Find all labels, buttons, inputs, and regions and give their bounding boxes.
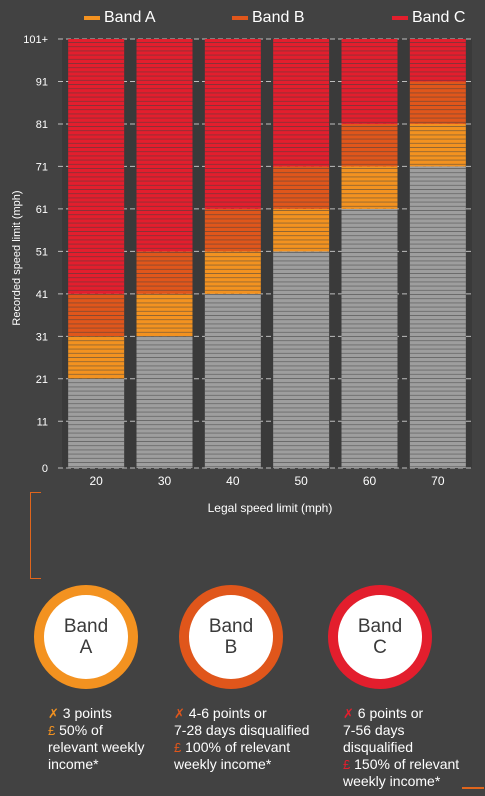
bar-segment [136, 39, 193, 252]
pound-icon: £ [343, 757, 351, 772]
legend-label: Band A [104, 9, 156, 26]
legend-item-band-c: Band C [392, 9, 465, 27]
bar-segment [204, 293, 261, 468]
stacked-bar-chart: 0 11 21 31 41 51 61 71 81 91 101+ 20 30 40 50 60 70 Legal… [11, 34, 472, 515]
pound-icon: £ [174, 740, 182, 755]
bar-segment [273, 39, 330, 167]
y-tick-label: 0 [42, 463, 48, 475]
y-tick-label: 51 [36, 246, 48, 258]
bar-segment [341, 39, 398, 124]
bar-segment [273, 208, 330, 252]
pound-icon: £ [48, 723, 56, 738]
cross-icon: ✗ [174, 706, 185, 721]
bar-segment [68, 39, 125, 294]
band-c-title: Band C [357, 616, 403, 658]
legend-label: Band B [252, 9, 305, 26]
bar-segment [409, 166, 466, 469]
plot-area [62, 39, 472, 468]
bar-segment [136, 336, 193, 468]
band-a-ring: Band A [34, 585, 138, 689]
y-tick-label: 81 [36, 119, 48, 131]
y-tick-label: 11 [37, 416, 48, 428]
bar-segment [204, 208, 261, 252]
x-tick-label: 70 [431, 474, 445, 488]
x-axis-label: Legal speed limit (mph) [208, 501, 333, 515]
band-b-ring: Band B [179, 585, 283, 689]
band-b-title: Band B [208, 616, 254, 658]
y-tick-label: 21 [36, 374, 48, 386]
bar-segment [136, 251, 193, 294]
legend-item-band-a: Band A [84, 9, 156, 27]
band-c-ring: Band C [328, 585, 432, 689]
y-tick-label: 101+ [23, 34, 48, 46]
y-tick-label: 71 [36, 161, 48, 173]
y-tick-label: 91 [36, 76, 48, 88]
y-axis-label: Recorded speed limit (mph) [11, 190, 23, 325]
x-tick-label: 30 [158, 474, 172, 488]
bar-segment [273, 251, 330, 468]
y-tick-label: 31 [36, 331, 48, 343]
bar-segment [68, 378, 125, 468]
legend-item-band-b: Band B [232, 9, 304, 27]
bracket-divider [30, 492, 41, 579]
legend-swatch [392, 16, 408, 20]
band-c-penalty: ✗ 6 points or 7-56 days disqualified £ 1… [343, 705, 460, 789]
bar-segment [204, 39, 261, 209]
y-tick-label: 61 [36, 204, 48, 216]
legend: Band A Band B Band C [0, 0, 485, 36]
legend-swatch [232, 16, 248, 20]
cross-icon: ✗ [48, 706, 59, 721]
band-a-title: Band A [63, 616, 109, 658]
bar-segment [204, 251, 261, 294]
x-tick-label: 20 [89, 474, 103, 488]
legend-swatch [84, 16, 100, 20]
legend-label: Band C [412, 9, 466, 26]
cross-icon: ✗ [343, 706, 354, 721]
band-b-penalty: ✗ 4-6 points or 7-28 days disqualified £… [174, 705, 310, 772]
x-tick-label: 50 [294, 474, 308, 488]
x-tick-label: 40 [226, 474, 240, 488]
band-a-penalty: ✗ 3 points £ 50% of relevant weekly inco… [48, 705, 145, 772]
decorative-line [462, 787, 484, 789]
bar-segment [409, 39, 466, 82]
x-tick-label: 60 [363, 474, 377, 488]
y-tick-label: 41 [36, 289, 48, 301]
bar-segment [409, 81, 466, 124]
